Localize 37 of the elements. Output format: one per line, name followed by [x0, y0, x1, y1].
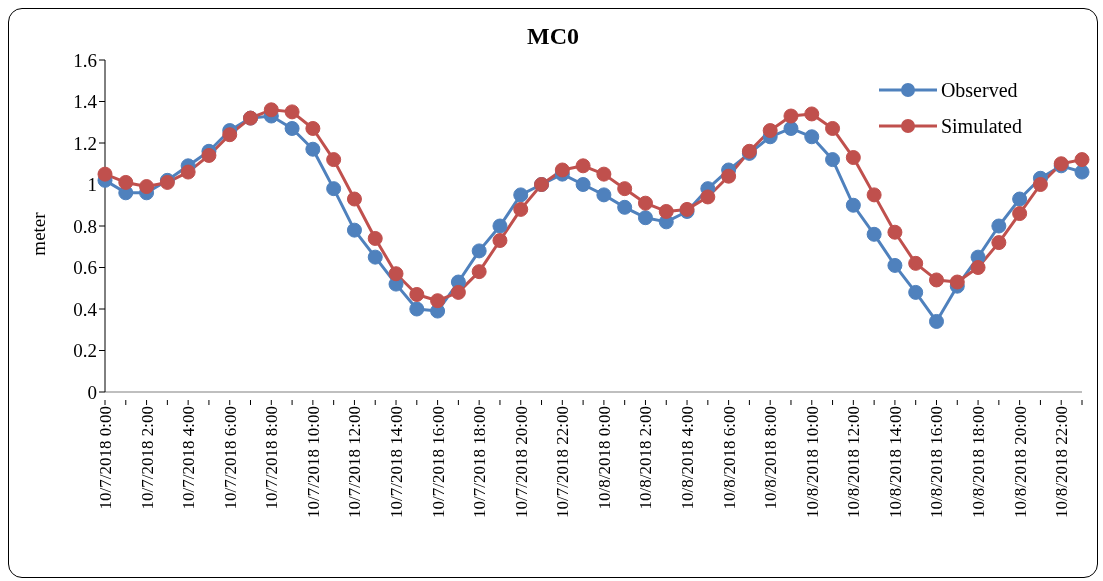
- x-tick-label: 10/8/2018 0:00: [594, 406, 614, 510]
- x-tick-label: 10/8/2018 10:00: [802, 406, 822, 518]
- x-tick-label: 10/8/2018 12:00: [844, 406, 864, 518]
- y-tick-label: 0.4: [73, 298, 98, 320]
- y-axis-title: meter: [28, 212, 50, 256]
- x-tick-label: 10/8/2018 6:00: [719, 406, 739, 510]
- x-tick-label: 10/7/2018 10:00: [303, 406, 323, 518]
- x-tick-label: 10/7/2018 14:00: [387, 406, 407, 518]
- y-tick-label: 1.2: [73, 132, 97, 154]
- x-tick-label: 10/8/2018 22:00: [1052, 406, 1072, 518]
- x-tick-label: 10/7/2018 22:00: [553, 406, 573, 518]
- chart-title: MC0: [526, 23, 580, 50]
- x-tick-label: 10/7/2018 18:00: [470, 406, 490, 518]
- legend-label: Observed: [940, 78, 1018, 102]
- x-tick-label: 10/8/2018 4:00: [678, 406, 698, 510]
- y-tick-label: 1.6: [73, 49, 97, 71]
- x-tick-label: 10/8/2018 14:00: [885, 406, 905, 518]
- legend-label: Simulated: [940, 114, 1022, 138]
- y-tick-label: 0.6: [73, 257, 97, 279]
- x-tick-label: 10/7/2018 4:00: [179, 406, 199, 510]
- x-tick-label: 10/7/2018 2:00: [137, 406, 157, 510]
- x-tick-label: 10/7/2018 20:00: [511, 406, 531, 518]
- x-tick-label: 10/8/2018 20:00: [1010, 406, 1030, 518]
- y-tick-label: 0.8: [73, 215, 97, 237]
- x-tick-label: 10/7/2018 12:00: [345, 406, 365, 518]
- x-tick-label: 10/8/2018 8:00: [761, 406, 781, 510]
- y-tick-label: 0.2: [73, 340, 97, 362]
- x-tick-label: 10/8/2018 2:00: [636, 406, 656, 510]
- y-tick-label: 0: [87, 381, 97, 403]
- y-tick-label: 1.4: [73, 91, 98, 113]
- x-tick-label: 10/7/2018 16:00: [428, 406, 448, 518]
- x-tick-label: 10/7/2018 6:00: [220, 406, 240, 510]
- x-tick-label: 10/8/2018 18:00: [969, 406, 989, 518]
- x-tick-label: 10/7/2018 0:00: [96, 406, 115, 510]
- y-tick-label: 1: [87, 174, 97, 196]
- x-tick-label: 10/8/2018 16:00: [927, 406, 947, 518]
- x-tick-label: 10/7/2018 8:00: [262, 406, 282, 510]
